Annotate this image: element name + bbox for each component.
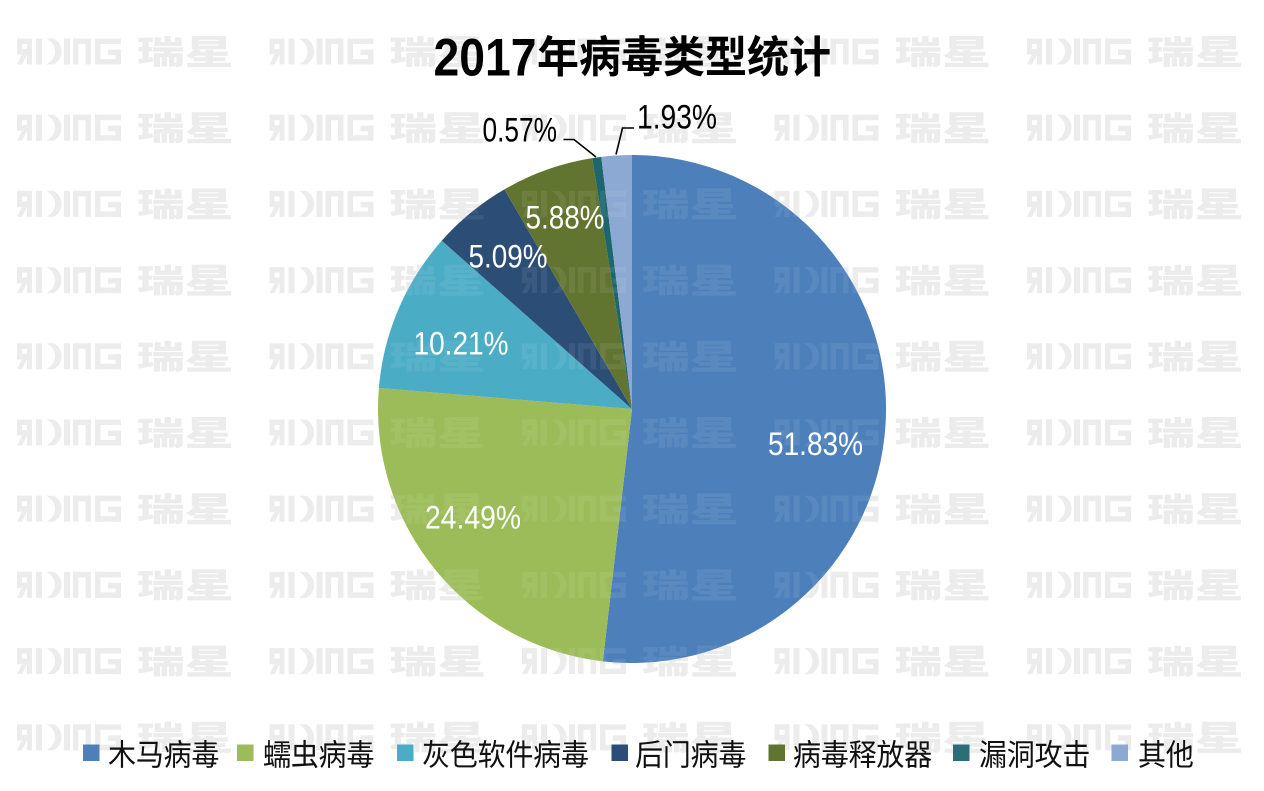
svg-text:2017: 2017 <box>434 29 537 88</box>
svg-text:1.93%: 1.93% <box>637 99 717 137</box>
svg-text:5.88%: 5.88% <box>526 200 605 236</box>
svg-text:0.57%: 0.57% <box>483 112 558 150</box>
svg-text:51.83%: 51.83% <box>768 426 863 462</box>
svg-text:24.49%: 24.49% <box>425 500 521 536</box>
svg-text:5.09%: 5.09% <box>469 239 548 275</box>
svg-text:10.21%: 10.21% <box>414 326 509 362</box>
